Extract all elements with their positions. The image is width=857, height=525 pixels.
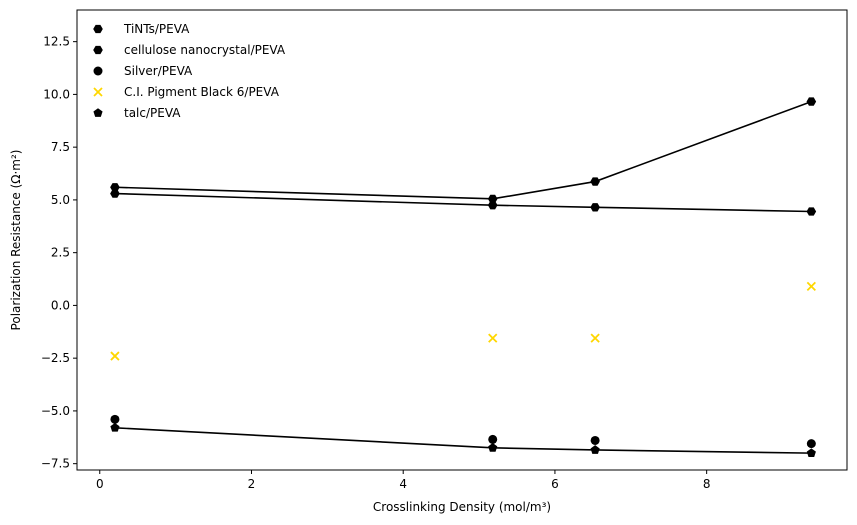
y-tick-label: 0.0: [51, 298, 70, 312]
point-talc-peva: [110, 423, 120, 432]
axes: 0 2 4 6 8 −7.5 −5.0 −2.5 0.0 2.5 5.0 7.5 10.0 12.5: [41, 9, 848, 491]
y-tick-label: −2.5: [41, 351, 70, 365]
point-silver-peva: [806, 439, 816, 449]
x-stroke: [93, 87, 103, 97]
point-silver-peva: [110, 414, 120, 424]
y-tick-label: −7.5: [41, 457, 70, 471]
legend-label-cellulose-nanocrystal-peva: cellulose nanocrystal/PEVA: [124, 43, 286, 57]
y-tick-label: 10.0: [43, 87, 70, 101]
legend-label-tints-peva: TiNTs/PEVA: [123, 22, 190, 36]
y-tick-label: 12.5: [43, 35, 70, 49]
fit-lines: [114, 100, 812, 454]
point-tints-peva: [110, 183, 120, 192]
point-c-i-pigment-black-6-peva: [488, 333, 498, 343]
point-cellulose-nanocrystal-peva: [487, 201, 498, 210]
point-tints-peva: [806, 97, 817, 106]
y-tick-label: 2.5: [51, 246, 70, 260]
point-talc-peva: [488, 443, 498, 452]
point-c-i-pigment-black-6-peva: [590, 333, 600, 343]
series-line-cellulose-nanocrystal-peva: [114, 192, 812, 213]
x-stroke: [806, 281, 816, 292]
x-axis-label: Crosslinking Density (mol/m³): [373, 500, 551, 514]
legend-label-talc-peva: talc/PEVA: [124, 106, 181, 120]
x-tick-label: 4: [399, 477, 407, 491]
point-cellulose-nanocrystal-peva: [110, 189, 120, 198]
legend-marker-cellulose-nanocrystal-peva: [93, 45, 103, 55]
point-tints-peva: [590, 177, 600, 186]
legend-marker-talc-peva: [93, 108, 103, 117]
legend-marker-silver-peva: [93, 66, 103, 76]
x-stroke: [110, 351, 120, 361]
legend-label-silver-peva: Silver/PEVA: [124, 64, 193, 78]
legend-marker-tints-peva: [93, 24, 103, 34]
x-tick-label: 6: [551, 477, 559, 491]
point-talc-peva: [590, 445, 600, 454]
x-stroke: [590, 333, 600, 343]
point-silver-peva: [488, 434, 498, 444]
point-cellulose-nanocrystal-peva: [590, 203, 600, 212]
point-tints-peva: [487, 194, 498, 204]
point-c-i-pigment-black-6-peva: [806, 281, 816, 292]
markers: [110, 97, 817, 457]
point-talc-peva: [806, 448, 816, 457]
point-cellulose-nanocrystal-peva: [806, 207, 817, 216]
y-tick-label: 7.5: [51, 140, 70, 154]
x-tick-label: 2: [248, 477, 256, 491]
legend-label-c-i-pigment-black-6-peva: C.I. Pigment Black 6/PEVA: [124, 85, 280, 99]
y-tick-label: 5.0: [51, 193, 70, 207]
plot-frame: [76, 9, 848, 471]
point-silver-peva: [590, 435, 600, 445]
y-tick-label: −5.0: [41, 404, 70, 418]
x-tick-label: 8: [703, 477, 711, 491]
x-stroke: [488, 333, 498, 343]
legend-marker-c-i-pigment-black-6-peva: [93, 87, 103, 97]
x-tick-label: 0: [96, 477, 104, 491]
point-c-i-pigment-black-6-peva: [110, 351, 120, 361]
series-line-talc-peva: [114, 427, 812, 454]
y-axis-label: Polarization Resistance (Ω·m²): [9, 150, 23, 331]
legend: TiNTs/PEVA cellulose nanocrystal/PEVA Silv…: [93, 22, 286, 120]
series-line-tints-peva: [114, 100, 812, 200]
